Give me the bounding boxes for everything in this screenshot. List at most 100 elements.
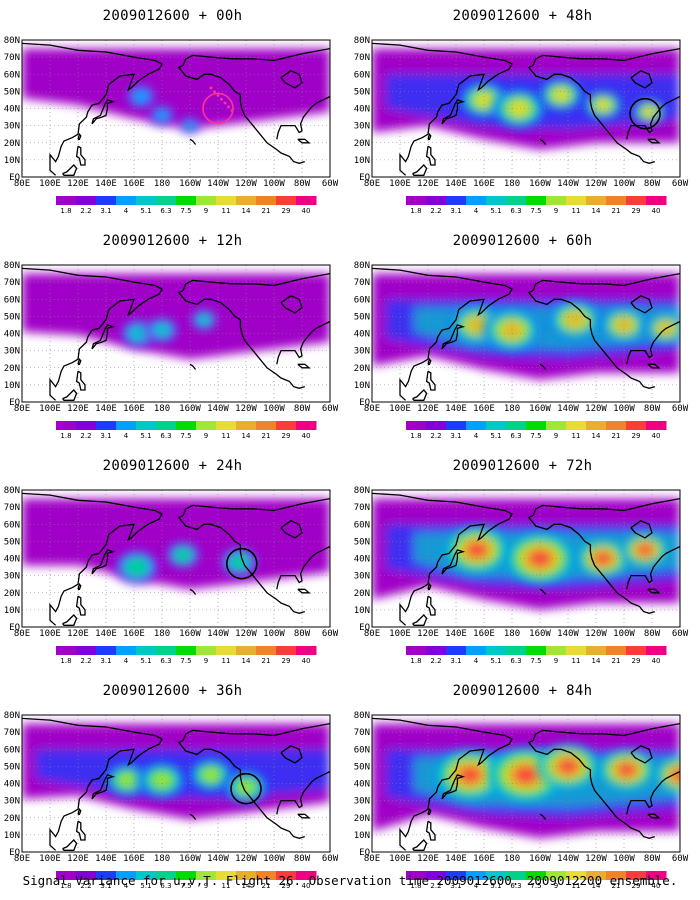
colorbar: 1.8 2.2 3.1 4 5.1 6.3 7.5 9 11 14 21 29 40 — [56, 196, 317, 215]
colorbar-swatch — [56, 196, 77, 205]
signal-band — [22, 273, 330, 360]
map-frame — [371, 264, 681, 403]
colorbar-label: 7.5 — [180, 882, 191, 890]
lon-tick-label: 80W — [294, 179, 311, 189]
lon-tick-label: 100E — [39, 179, 61, 189]
colorbar-label: 40 — [302, 207, 311, 215]
lon-tick-label: 140W — [557, 179, 579, 189]
colorbar-label: 2.2 — [80, 882, 91, 890]
colorbar-swatch — [606, 646, 627, 655]
colorbar-label: 14 — [592, 432, 601, 440]
lat-tick-label: 50N — [354, 537, 370, 547]
lon-tick-label: 180 — [154, 404, 170, 414]
colorbar-swatch — [466, 871, 487, 880]
lon-tick-label: 140W — [207, 629, 229, 639]
colorbar-swatch — [606, 871, 627, 880]
colorbar-label: 5.1 — [140, 657, 151, 665]
colorbar-label: 40 — [652, 207, 661, 215]
colorbar-label: 2.2 — [80, 657, 91, 665]
lat-tick-label: 30N — [4, 122, 20, 132]
signal-blob — [191, 309, 217, 330]
lat-tick-label: 70N — [354, 728, 370, 738]
lat-tick-label: 10N — [4, 156, 20, 166]
lon-tick-label: 60W — [672, 179, 689, 189]
colorbar-label: 21 — [612, 657, 621, 665]
colorbar-label: 21 — [612, 882, 621, 890]
lat-tick-label: 40N — [354, 330, 370, 340]
lon-tick-label: 100E — [389, 854, 411, 864]
map-panel-72h: 2009012600 + 72h 80N 70N 60N 50N 40N 30N 20N 10… — [350, 450, 695, 675]
colorbar-swatch — [566, 646, 587, 655]
colorbar-swatch — [606, 421, 627, 430]
gridlines — [22, 40, 330, 177]
lon-tick-label: 140E — [445, 629, 467, 639]
colorbar-swatch — [76, 196, 97, 205]
lon-tick-label: 160W — [179, 179, 201, 189]
lon-tick-label: 140E — [95, 854, 117, 864]
lon-tick-label: 120W — [235, 854, 257, 864]
colorbar-swatch — [506, 646, 527, 655]
lon-tick-label: 160W — [179, 404, 201, 414]
colorbar-swatch — [116, 421, 137, 430]
colorbar-label: 3.1 — [450, 432, 461, 440]
colorbar-swatch — [156, 646, 177, 655]
colorbar-swatch — [56, 646, 77, 655]
colorbar-label: 6.3 — [510, 657, 521, 665]
lon-tick-label: 120E — [417, 179, 439, 189]
lon-tick-label: 60W — [672, 404, 689, 414]
signal-blob — [601, 307, 647, 342]
colorbar-swatch — [156, 421, 177, 430]
colorbar-label: 14 — [592, 882, 601, 890]
lat-tick-label: 30N — [354, 122, 370, 132]
lon-tick-label: 120E — [67, 404, 89, 414]
lat-tick-label: 20N — [354, 364, 370, 374]
lon-tick-label: 120E — [417, 404, 439, 414]
shaded-field — [372, 715, 680, 852]
lon-tick-label: 60W — [322, 179, 339, 189]
coastlines — [22, 42, 330, 176]
lon-tick-label: 80E — [364, 179, 380, 189]
colorbar-label: 14 — [242, 657, 251, 665]
colorbar-label: 5.1 — [140, 432, 151, 440]
lat-tick-label: 80N — [4, 711, 20, 721]
lon-tick-label: 80E — [14, 629, 30, 639]
colorbar-label: 7.5 — [530, 207, 541, 215]
lon-tick-label: 60W — [672, 629, 689, 639]
colorbar-swatch — [426, 421, 447, 430]
colorbar-label: 9 — [554, 882, 558, 890]
colorbar-label: 2.2 — [430, 207, 441, 215]
colorbar-swatch — [236, 421, 257, 430]
signal-blob — [656, 757, 680, 793]
colorbar-label: 1.8 — [60, 882, 71, 890]
panel-title: 2009012600 + 36h — [102, 683, 243, 699]
lat-tick-label: 30N — [4, 572, 20, 582]
colorbar-swatch — [606, 196, 627, 205]
colorbar-label: 4 — [124, 207, 129, 215]
colorbar-label: 4 — [474, 207, 479, 215]
lon-tick-label: 120W — [585, 629, 607, 639]
colorbar-swatch — [176, 871, 197, 880]
gridlines — [372, 715, 680, 852]
map-panel-48h: 2009012600 + 48h 80N 70N 60N 50N 40N 30N 20N 10… — [350, 0, 695, 225]
lat-tick-label: 20N — [4, 139, 20, 149]
lon-tick-label: 120W — [585, 179, 607, 189]
lat-tick-label: 80N — [4, 261, 20, 271]
colorbar-label: 3.1 — [450, 657, 461, 665]
lat-tick-label: EQ — [9, 398, 20, 408]
colorbar-label: 14 — [242, 432, 251, 440]
lon-tick-label: 160W — [529, 179, 551, 189]
colorbar-swatch — [296, 646, 317, 655]
colorbar-label: 2.2 — [430, 432, 441, 440]
signal-blob — [483, 309, 541, 352]
lon-tick-label: 160E — [123, 404, 145, 414]
observation-circle — [202, 92, 234, 125]
lat-tick-label: 40N — [4, 105, 20, 115]
colorbar-swatch — [446, 646, 467, 655]
colorbar: 1.8 2.2 3.1 4 5.1 6.3 7.5 9 11 14 21 29 40 — [56, 646, 317, 665]
colorbar-label: 3.1 — [450, 882, 461, 890]
colorbar-swatch — [76, 646, 97, 655]
lat-tick-label: 20N — [4, 589, 20, 599]
colorbar-label: 11 — [572, 657, 581, 665]
